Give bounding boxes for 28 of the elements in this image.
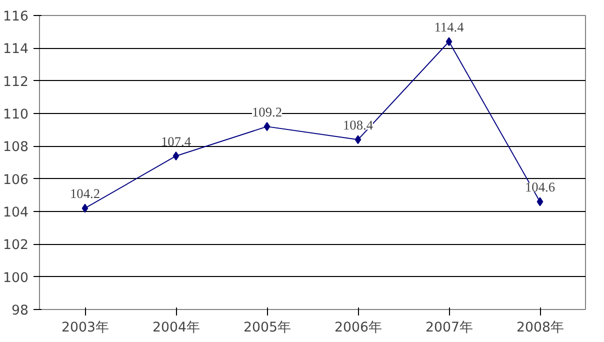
x-tick-label: 2007年 [426,320,472,336]
y-tick-label: 110 [3,108,29,122]
point [536,197,544,206]
point [354,135,362,144]
x-tick-label: 2005年 [244,320,290,336]
y-tick-label: 112 [3,74,29,90]
y-tick-label: 100 [3,270,29,286]
y-tick-label: 98 [12,304,29,318]
y-tick-label: 108 [3,140,29,156]
data-label: 107.4 [161,134,192,149]
data-label: 109.2 [252,104,282,120]
data-label: 104.2 [70,186,100,202]
data-label: 114.4 [434,20,464,35]
y-tick-label: 116 [3,10,29,24]
y-tick-label: 114 [3,42,29,58]
x-tick-label: 2003年 [62,320,108,336]
data-label: 104.6 [525,180,556,195]
x-tick-label: 2004年 [152,320,200,336]
point [446,37,452,46]
point [172,151,180,160]
x-tick-label: 2006年 [334,320,382,336]
y-tick-label: 102 [3,238,29,254]
x-tick-label: 2008年 [516,320,564,336]
data-label: 108.4 [343,118,374,133]
y-tick-label: 106 [3,172,29,188]
y-tick-label: 104 [3,206,29,220]
point [82,204,88,213]
point [264,122,270,132]
